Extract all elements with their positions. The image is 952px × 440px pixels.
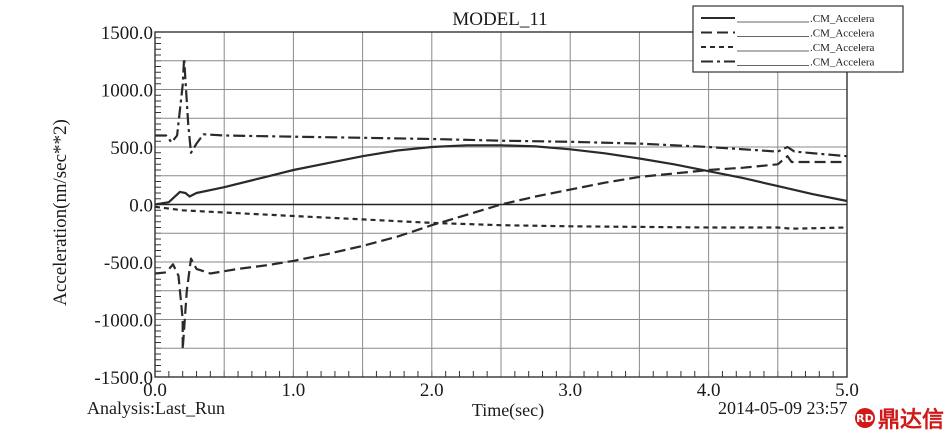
chart-title: MODEL_11	[452, 9, 547, 30]
watermark-text: 鼎达信	[877, 408, 944, 433]
y-tick-label: 0.0	[129, 196, 153, 217]
timestamp-label: 2014-05-09 23:57	[718, 398, 848, 418]
analysis-label: Analysis:Last_Run	[87, 398, 225, 418]
x-tick-label: 2.0	[420, 380, 444, 401]
x-tick-label: 4.0	[697, 380, 721, 401]
series-line-2	[154, 155, 847, 351]
watermark: RD 鼎达信	[854, 402, 944, 434]
y-tick-label: 1500.0	[101, 23, 153, 44]
y-tick-label: 500.0	[110, 138, 153, 159]
x-axis-label: Time(sec)	[472, 400, 544, 421]
series-line-3	[154, 205, 848, 230]
x-tick-labels: 0.0 1.0 2.0 3.0 4.0 5.0	[143, 380, 859, 401]
plot-frame	[154, 31, 848, 378]
series-line-1	[154, 144, 848, 206]
legend-label: .CM_Accelera	[810, 42, 875, 54]
y-tick-labels: 1500.0 1000.0 500.0 0.0 -500.0 -1000.0 -1500.0	[94, 23, 153, 389]
x-tick-label: 5.0	[835, 380, 859, 401]
x-tick-label: 3.0	[558, 380, 582, 401]
x-tick-label: 1.0	[282, 380, 306, 401]
y-tick-label: 1000.0	[101, 81, 153, 102]
series-layer	[154, 57, 848, 351]
y-tick-label: -1000.0	[94, 311, 153, 332]
x-tick-label: 0.0	[143, 380, 167, 401]
legend: .CM_Accelera .CM_Accelera .CM_Accelera .CM_…	[692, 5, 904, 73]
y-tick-label: -500.0	[104, 253, 153, 274]
series-line-4	[155, 57, 848, 158]
legend-label: .CM_Accelera	[810, 28, 875, 40]
legend-label: .CM_Accelera	[810, 13, 875, 25]
legend-label: .CM_Accelera	[810, 57, 875, 69]
y-axis-label: Acceleration(nn/sec**2)	[50, 119, 71, 306]
watermark-logo-icon: RD	[854, 408, 875, 428]
y-tick-label: -1500.0	[94, 368, 153, 389]
